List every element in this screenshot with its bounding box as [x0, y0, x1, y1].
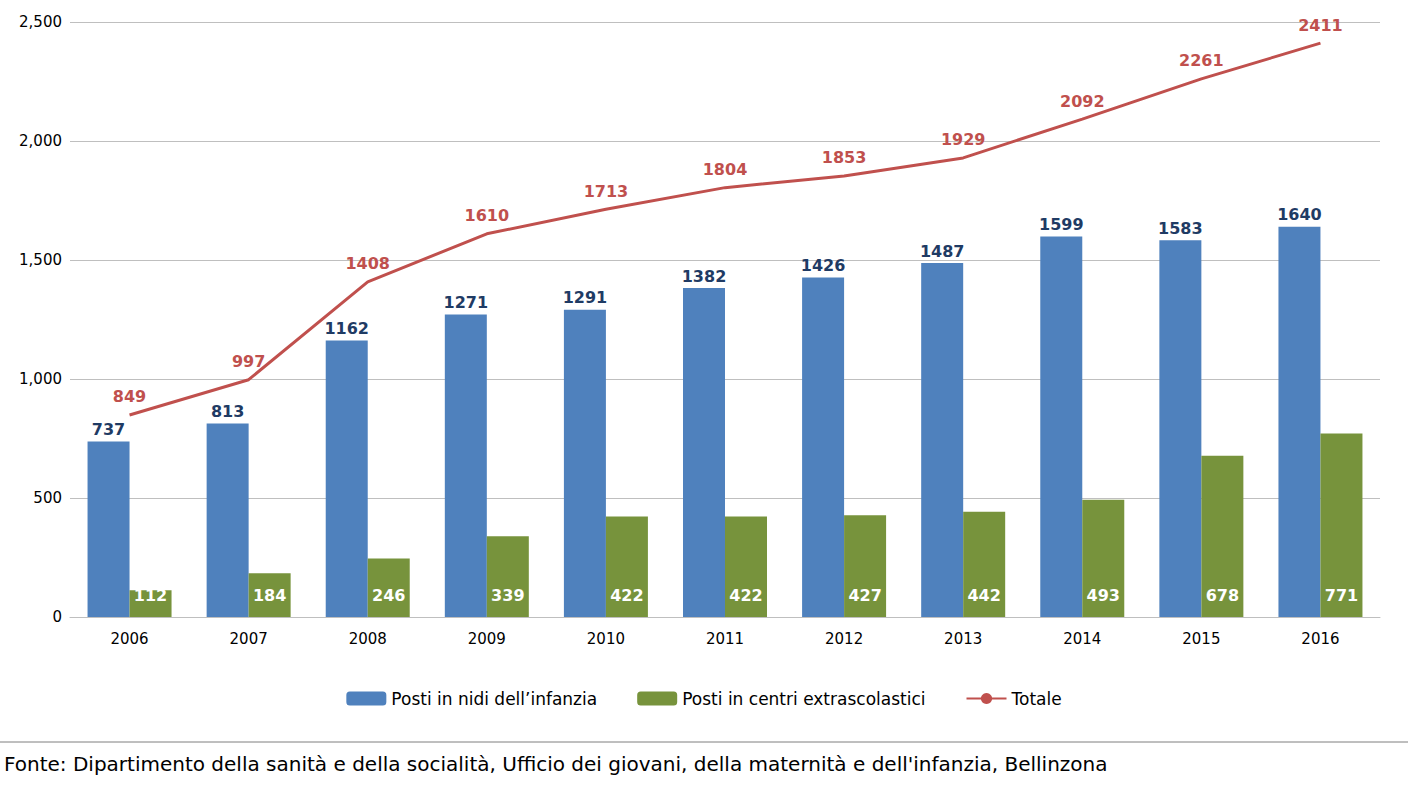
svg-text:1426: 1426: [801, 256, 846, 275]
svg-text:737: 737: [92, 420, 125, 439]
svg-text:500: 500: [33, 489, 62, 507]
svg-text:1853: 1853: [822, 148, 867, 167]
svg-text:1599: 1599: [1039, 215, 1084, 234]
svg-text:2013: 2013: [944, 630, 982, 648]
svg-text:2008: 2008: [349, 630, 387, 648]
svg-text:1713: 1713: [584, 182, 629, 201]
svg-text:Fonte: Dipartimento della sani: Fonte: Dipartimento della sanità e della…: [4, 752, 1108, 776]
svg-text:2009: 2009: [468, 630, 506, 648]
svg-text:2011: 2011: [706, 630, 744, 648]
svg-text:1291: 1291: [563, 288, 608, 307]
svg-text:2014: 2014: [1063, 630, 1101, 648]
svg-text:493: 493: [1087, 586, 1120, 605]
svg-text:1610: 1610: [465, 206, 510, 225]
svg-text:339: 339: [491, 586, 524, 605]
svg-text:849: 849: [113, 387, 146, 406]
svg-text:2,500: 2,500: [19, 13, 62, 31]
svg-text:112: 112: [134, 586, 167, 605]
svg-text:2016: 2016: [1301, 630, 1339, 648]
svg-text:2,000: 2,000: [19, 132, 62, 150]
svg-text:1640: 1640: [1277, 205, 1322, 224]
svg-text:422: 422: [610, 586, 643, 605]
svg-text:1804: 1804: [703, 160, 748, 179]
svg-text:1382: 1382: [682, 267, 727, 286]
svg-text:997: 997: [232, 352, 265, 371]
svg-text:422: 422: [729, 586, 762, 605]
svg-text:442: 442: [967, 586, 1000, 605]
svg-text:1408: 1408: [345, 254, 390, 273]
svg-text:427: 427: [848, 586, 881, 605]
svg-text:2015: 2015: [1182, 630, 1220, 648]
svg-text:2092: 2092: [1060, 92, 1105, 111]
svg-text:Posti in centri extrascolastic: Posti in centri extrascolastici: [682, 689, 925, 709]
svg-text:2007: 2007: [230, 630, 268, 648]
svg-text:1162: 1162: [324, 319, 369, 338]
svg-text:1,500: 1,500: [19, 251, 62, 269]
svg-text:Posti in nidi dell’infanzia: Posti in nidi dell’infanzia: [391, 689, 597, 709]
svg-text:Totale: Totale: [1011, 689, 1062, 709]
svg-text:678: 678: [1206, 586, 1239, 605]
svg-text:2411: 2411: [1298, 16, 1343, 35]
svg-text:2010: 2010: [587, 630, 625, 648]
svg-text:246: 246: [372, 586, 405, 605]
svg-text:184: 184: [253, 586, 286, 605]
svg-text:2006: 2006: [110, 630, 148, 648]
svg-text:1,000: 1,000: [19, 370, 62, 388]
svg-text:1929: 1929: [941, 130, 986, 149]
svg-text:0: 0: [52, 608, 62, 626]
svg-text:1487: 1487: [920, 242, 965, 261]
svg-text:1583: 1583: [1158, 219, 1203, 238]
svg-text:2261: 2261: [1179, 51, 1224, 70]
svg-text:771: 771: [1325, 586, 1358, 605]
svg-text:1271: 1271: [444, 293, 489, 312]
svg-text:813: 813: [211, 402, 244, 421]
svg-text:2012: 2012: [825, 630, 863, 648]
